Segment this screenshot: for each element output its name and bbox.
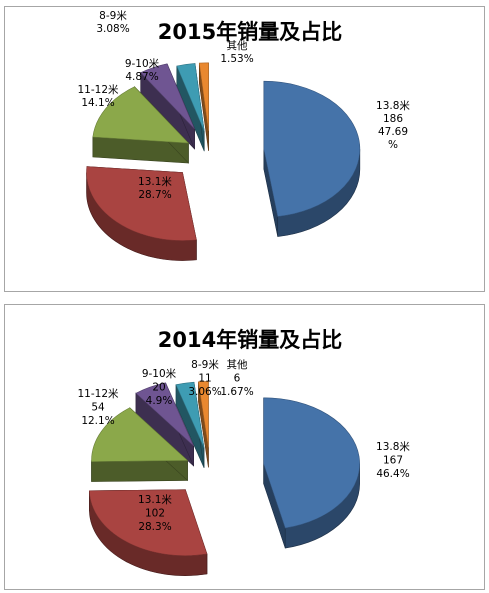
pie-slice-9-10米	[135, 382, 194, 467]
data-label-13.8米: 13.8米 167 46.4%	[376, 440, 410, 480]
data-label-13.1米: 13.1米 102 28.3%	[138, 493, 172, 533]
pie-slice-13.8米	[263, 397, 360, 549]
data-label-8-9米: 8-9米 3.08%	[96, 9, 129, 35]
pie-slice-13.1米	[89, 489, 208, 576]
data-label-13.8米: 13.8米 186 47.69%	[376, 99, 410, 151]
data-label-9-10米: 9-10米 4.87%	[125, 57, 160, 83]
pie-slice-其他	[198, 62, 209, 151]
data-label-11-12米: 11-12米 54 12.1%	[77, 387, 119, 427]
chart-title: 2014年销量及占比	[158, 328, 342, 352]
data-label-8-9米: 8-9米 11 3.06%	[188, 358, 221, 398]
data-label-其他: 其他 6 1.67%	[220, 358, 253, 398]
data-label-其他: 其他 1.53%	[220, 39, 253, 65]
pie-slice-8-9米	[176, 63, 205, 152]
data-label-9-10米: 9-10米 20 4.9%	[142, 367, 177, 407]
chart-title: 2015年销量及占比	[158, 20, 342, 44]
pie-slice-9-10米	[140, 63, 195, 150]
pie-chart-2015: 2015年销量及占比 13.8米 186 47.69 % 13.1米 28.7% 11-12…	[77, 9, 410, 261]
pie-slice-11-12米	[91, 407, 189, 482]
pie-slice-其他	[198, 381, 209, 468]
data-label-11-12米: 11-12米 14.1%	[77, 83, 119, 109]
chart-panel-2015: 2015年销量及占比 13.8米 186 47.69% 13.1米 28.7% 11-12…	[4, 6, 485, 292]
data-label-13.1米: 13.1米 28.7%	[138, 175, 172, 201]
pie-chart-2014: 2014年销量及占比 13.8米 167 46.4% 13.1米 102 28.3% 11-…	[77, 328, 410, 576]
pie-slice-13.1米	[86, 166, 197, 261]
pie-slice-13.8米	[263, 80, 361, 237]
pie-slice-8-9米	[175, 381, 205, 468]
pie-slice-11-12米	[92, 86, 190, 164]
chart-panel-2014: 2014年销量及占比 13.8米 167 46.4% 13.1米 102 28.3% 11-…	[4, 304, 485, 590]
